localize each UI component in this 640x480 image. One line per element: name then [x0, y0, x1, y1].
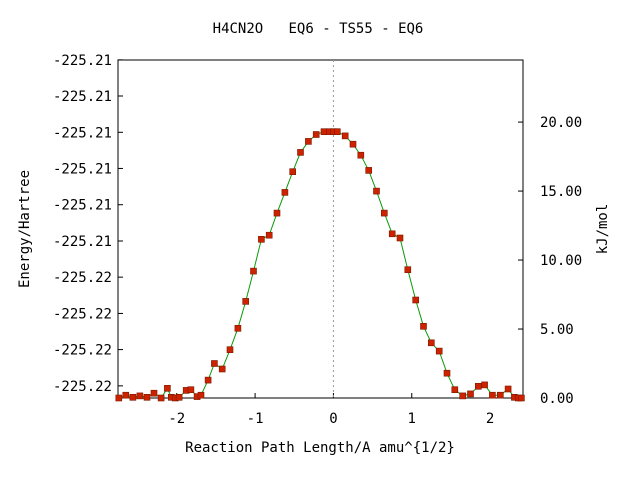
data-point: [157, 394, 165, 402]
data-point: [187, 386, 195, 394]
left-tick-label: -225.21: [53, 53, 112, 69]
data-point: [204, 376, 212, 384]
data-point: [504, 385, 512, 393]
data-point: [357, 151, 365, 159]
data-point: [297, 149, 304, 156]
data-point: [273, 209, 281, 217]
data-point: [396, 234, 404, 242]
left-tick-label: -225.22: [53, 343, 112, 359]
data-point: [489, 391, 496, 399]
x-tick-label: 0: [329, 411, 337, 427]
data-point: [365, 167, 373, 174]
data-point: [197, 391, 205, 399]
x-tick-label: 1: [408, 411, 416, 427]
right-tick-label: 20.00: [540, 115, 582, 131]
data-point: [341, 132, 349, 140]
energy-curve: [118, 131, 522, 399]
data-point: [373, 187, 380, 195]
right-tick-label: 5.00: [540, 322, 574, 338]
data-point: [443, 369, 451, 377]
data-point: [388, 230, 396, 238]
left-axis: -225.21 -225.21 -225.21 -225.21 -225.21 -225.…: [53, 53, 123, 395]
left-tick-label: -225.21: [53, 125, 112, 141]
data-point: [115, 394, 123, 402]
data-point: [435, 347, 443, 355]
data-point: [136, 392, 144, 400]
data-point: [122, 391, 130, 399]
left-tick-label: -225.21: [53, 234, 112, 250]
data-point: [164, 384, 171, 392]
data-point: [250, 267, 257, 275]
data-point: [496, 391, 504, 399]
data-point: [451, 386, 459, 394]
data-point: [427, 339, 435, 347]
data-point: [143, 393, 151, 401]
right-tick-label: 15.00: [540, 184, 582, 200]
data-point: [265, 231, 273, 239]
chart-title: H4CN2O EQ6 - TS55 - EQ6: [213, 21, 424, 37]
left-tick-label: -225.21: [53, 161, 112, 177]
data-point: [518, 394, 525, 402]
x-tick-label: -2: [168, 411, 185, 427]
left-tick-label: -225.22: [53, 379, 112, 395]
data-point: [234, 324, 242, 332]
data-point: [129, 393, 137, 401]
x-axis-label: Reaction Path Length/A amu^{1/2}: [185, 440, 455, 456]
data-point: [467, 390, 474, 398]
data-point: [349, 140, 357, 148]
data-point: [258, 236, 265, 243]
x-tick-label: 2: [486, 411, 494, 427]
data-point: [412, 296, 420, 304]
data-point: [226, 346, 234, 354]
data-point: [481, 381, 488, 389]
y-axis-label-left: Energy/Hartree: [17, 170, 33, 288]
data-point: [211, 360, 218, 367]
x-axis: -2 -1 0 1 2: [168, 393, 494, 427]
data-point: [320, 128, 328, 135]
data-points: [115, 128, 525, 402]
left-tick-label: -225.21: [53, 198, 112, 214]
right-axis: 0.00 5.00 10.00 15.00 20.00: [518, 115, 582, 407]
data-point: [242, 298, 249, 305]
data-point: [150, 389, 158, 397]
data-point: [312, 131, 320, 138]
data-point: [333, 128, 341, 135]
data-point: [474, 382, 482, 390]
x-tick-label: -1: [247, 411, 264, 427]
data-point: [404, 266, 412, 274]
data-point: [218, 365, 226, 373]
y-axis-label-right: kJ/mol: [595, 204, 611, 255]
data-point: [380, 209, 388, 217]
data-point: [281, 189, 289, 196]
plot-frame: [117, 59, 524, 399]
data-point: [175, 393, 183, 401]
left-tick-label: -225.22: [53, 270, 112, 286]
right-tick-label: 0.00: [540, 391, 574, 407]
data-point: [305, 138, 312, 145]
data-point: [420, 322, 427, 330]
right-tick-label: 10.00: [540, 253, 582, 269]
data-point: [289, 168, 297, 175]
data-point: [459, 392, 467, 400]
left-tick-label: -225.22: [53, 306, 112, 322]
left-tick-label: -225.21: [53, 89, 112, 105]
